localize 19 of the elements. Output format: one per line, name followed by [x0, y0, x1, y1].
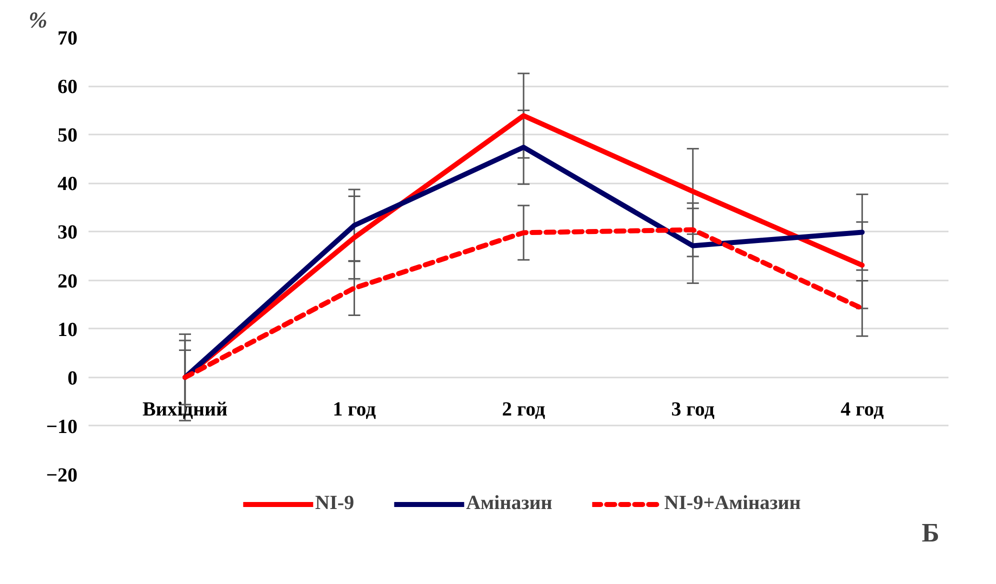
y-tick-label: 30: [58, 222, 78, 244]
y-tick-label: 0: [68, 367, 78, 390]
legend-label: NI-9: [315, 492, 354, 515]
y-tick-label: 70: [58, 28, 78, 50]
text: Б: [922, 517, 940, 548]
y-tick-label: 10: [58, 318, 78, 341]
y-tick-label: 20: [58, 270, 78, 292]
y-tick-label: −20: [46, 464, 78, 486]
x-tick-label: 3 год: [671, 398, 714, 420]
legend-label: NI-9+Аміназин: [664, 492, 801, 515]
x-tick-label: 1 год: [332, 398, 376, 420]
y-axis-title: %: [28, 8, 48, 32]
legend-label: Аміназин: [466, 492, 552, 515]
x-tick-label: 4 год: [840, 398, 884, 420]
y-tick-label: −10: [46, 416, 78, 438]
x-tick-label: 2 год: [502, 398, 546, 420]
y-tick-label: 60: [58, 76, 78, 98]
y-tick-label: 50: [58, 124, 78, 147]
y-tick-label: 40: [58, 173, 78, 196]
